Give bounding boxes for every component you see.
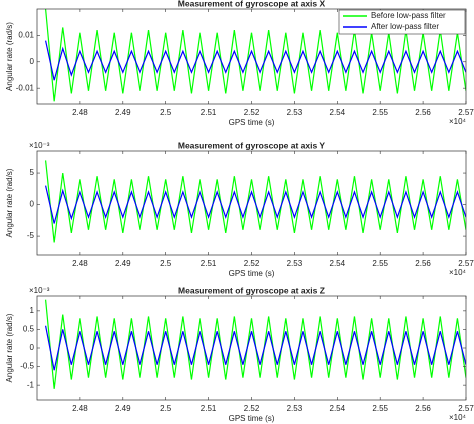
x-tick-label: 2.49 — [115, 259, 131, 268]
x-tick-label: 2.57 — [458, 404, 474, 413]
x-tick-label: 2.53 — [287, 404, 303, 413]
x-tick-label: 2.5 — [160, 108, 172, 117]
x-tick-label: 2.5 — [160, 404, 172, 413]
x-tick-label: 2.5 — [160, 259, 172, 268]
x-tick-label: 2.57 — [458, 108, 474, 117]
y-axis-label: Angular rate (rad/s) — [5, 168, 14, 237]
series-line — [44, 185, 466, 224]
x-tick-label: 2.56 — [415, 108, 431, 117]
chart-title: Measurement of gyroscope at axis Z — [178, 285, 325, 295]
subplot: 2.48 2.49 2.5 2.51 2.52 2.53 2.54 2.55 2.56 2.57 -… — [5, 0, 474, 127]
x-axis-label: GPS time (s) — [229, 118, 275, 127]
x-tick-label: 2.48 — [72, 404, 88, 413]
x-multiplier: ×10⁴ — [449, 413, 467, 422]
y-multiplier: ×10⁻³ — [29, 141, 50, 150]
y-tick-label: -0.01 — [16, 83, 35, 92]
x-tick-label: 2.54 — [330, 404, 346, 413]
y-tick-label: 0 — [30, 200, 35, 209]
x-tick-label: 2.56 — [415, 404, 431, 413]
x-tick-label: 2.55 — [372, 404, 388, 413]
x-tick-label: 2.53 — [287, 108, 303, 117]
y-tick-label: 0.5 — [23, 325, 35, 334]
x-tick-label: 2.52 — [244, 108, 260, 117]
plot-area — [37, 151, 466, 255]
x-tick-label: 2.51 — [201, 108, 217, 117]
y-tick-label: 5 — [30, 168, 35, 177]
x-tick-label: 2.52 — [244, 259, 260, 268]
y-tick-label: 0 — [30, 343, 35, 352]
legend-label: Before low-pass filter — [371, 11, 446, 20]
x-tick-label: 2.51 — [201, 259, 217, 268]
x-multiplier: ×10⁴ — [449, 117, 467, 126]
x-axis-label: GPS time (s) — [229, 414, 275, 423]
subplot: 2.48 2.49 2.5 2.51 2.52 2.53 2.54 2.55 2.56 2.57 -… — [5, 285, 474, 423]
x-tick-label: 2.51 — [201, 404, 217, 413]
x-multiplier: ×10⁴ — [449, 268, 467, 277]
legend-box — [338, 9, 466, 35]
y-axis-label: Angular rate (rad/s) — [5, 313, 14, 382]
chart-title: Measurement of gyroscope at axis X — [178, 0, 326, 8]
x-tick-label: 2.54 — [330, 259, 346, 268]
x-tick-label: 2.48 — [72, 108, 88, 117]
subplot: 2.48 2.49 2.5 2.51 2.52 2.53 2.54 2.55 2.56 2.57 -… — [5, 140, 474, 278]
y-tick-label: -0.5 — [20, 362, 34, 371]
x-tick-label: 2.57 — [458, 259, 474, 268]
x-tick-label: 2.56 — [415, 259, 431, 268]
legend-label: After low-pass filter — [371, 22, 439, 31]
y-tick-label: -1 — [27, 380, 35, 389]
plot-area — [37, 296, 466, 400]
series-line — [44, 40, 466, 81]
x-tick-label: 2.49 — [115, 404, 131, 413]
x-tick-label: 2.52 — [244, 404, 260, 413]
y-tick-label: 0.01 — [18, 30, 34, 39]
x-axis-label: GPS time (s) — [229, 269, 275, 278]
x-tick-label: 2.55 — [372, 259, 388, 268]
x-tick-label: 2.49 — [115, 108, 131, 117]
x-tick-label: 2.53 — [287, 259, 303, 268]
y-tick-label: -5 — [27, 231, 35, 240]
y-tick-label: 1 — [30, 306, 35, 315]
x-tick-label: 2.48 — [72, 259, 88, 268]
chart-title: Measurement of gyroscope at axis Y — [178, 140, 326, 150]
y-axis-label: Angular rate (rad/s) — [5, 22, 14, 91]
x-tick-label: 2.55 — [372, 108, 388, 117]
series-line — [44, 325, 466, 371]
y-multiplier: ×10⁻³ — [29, 286, 50, 295]
y-tick-label: 0 — [30, 57, 35, 66]
x-tick-label: 2.54 — [330, 108, 346, 117]
